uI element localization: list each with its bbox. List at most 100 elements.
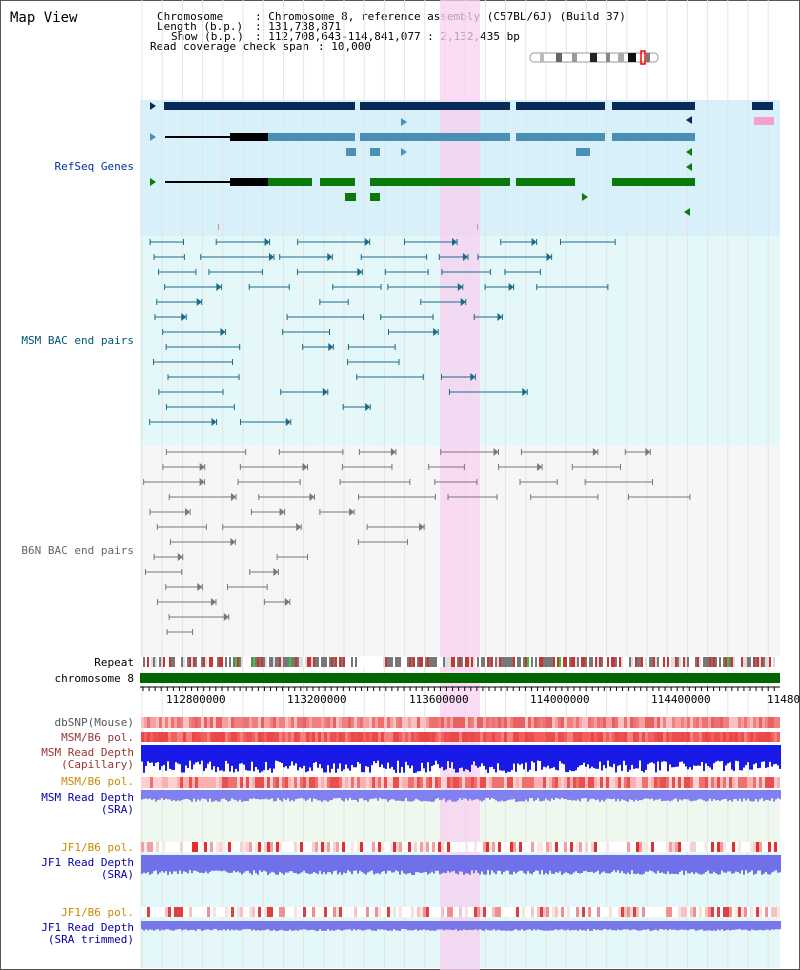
heat-cell: [654, 907, 657, 917]
depth-bar: [617, 921, 619, 930]
msm-bac-end-pair-features[interactable]: [149, 238, 616, 426]
heat-cell: [282, 842, 285, 852]
depth-bar: [253, 790, 255, 799]
gene-feature: [612, 102, 695, 110]
heat-cell: [357, 732, 360, 742]
depth-bar: [155, 921, 157, 930]
depth-bar: [637, 790, 639, 801]
depth-bar: [601, 855, 603, 873]
depth-bar: [509, 921, 511, 931]
repeat-segment: [501, 657, 503, 667]
depth-bar: [693, 855, 695, 875]
heat-cell: [174, 777, 177, 788]
heat-cell: [486, 777, 489, 788]
heat-cell: [225, 777, 228, 788]
heat-cell: [660, 907, 663, 917]
bac-end-arrow: [365, 403, 371, 411]
b6n-bac-end-pairs-label[interactable]: B6N BAC end pairs: [21, 544, 134, 557]
heat-cell: [702, 732, 705, 742]
repeat-segment: [205, 657, 207, 667]
depth-bar: [211, 921, 213, 931]
heat-cell: [456, 732, 459, 742]
heat-cell: [270, 842, 273, 852]
heat-cell: [270, 907, 273, 917]
b6n-bac-end-pair-features[interactable]: [143, 448, 691, 635]
depth-bar: [583, 745, 585, 763]
depth-bar: [663, 921, 665, 930]
gene-feature: [370, 148, 380, 156]
depth-bar: [487, 790, 489, 798]
repeat-segment: [401, 657, 403, 667]
depth-bar: [207, 790, 209, 802]
repeat-segment: [509, 657, 511, 667]
depth-bar: [399, 745, 401, 773]
repeat-segment: [553, 657, 555, 667]
depth-bar: [525, 921, 527, 931]
heat-cell: [672, 732, 675, 742]
heat-cell: [465, 717, 468, 728]
depth-bar: [439, 921, 441, 930]
repeat-segment: [545, 657, 547, 667]
heat-cell: [468, 732, 471, 742]
heat-cell: [276, 777, 279, 788]
heat-cell: [552, 732, 555, 742]
depth-bar: [605, 921, 607, 930]
depth-bar: [545, 921, 547, 931]
depth-bar: [645, 745, 647, 770]
depth-bar: [161, 855, 163, 872]
repeat-segment: [485, 657, 487, 667]
coverage-label: Read coverage check span: [150, 40, 309, 53]
heat-cell: [291, 777, 294, 788]
heat-cell: [699, 732, 702, 742]
heat-cell: [567, 777, 570, 788]
depth-bar: [749, 855, 751, 872]
depth-bar: [149, 790, 151, 799]
depth-bar: [451, 790, 453, 802]
depth-bar: [457, 855, 459, 875]
depth-bar: [161, 790, 163, 799]
ideogram-current-position: [640, 50, 646, 65]
depth-bar: [383, 745, 385, 768]
heat-cell: [513, 732, 516, 742]
depth-bar: [305, 790, 307, 801]
depth-bar: [655, 855, 657, 874]
heat-cell: [234, 907, 237, 917]
depth-bar: [243, 790, 245, 802]
depth-bar: [211, 855, 213, 871]
depth-bar: [307, 855, 309, 874]
heat-cell: [480, 732, 483, 742]
refseq-gene-features[interactable]: [150, 102, 774, 230]
heat-cell: [678, 717, 681, 728]
depth-bar: [469, 745, 471, 772]
depth-bar: [481, 855, 483, 872]
depth-bar: [667, 745, 669, 772]
repeat-segment: [599, 657, 601, 667]
depth-bar: [779, 855, 781, 873]
heat-cell: [321, 717, 324, 728]
chromosome-ideogram[interactable]: [529, 50, 659, 65]
depth-bar: [497, 921, 499, 930]
heat-cell: [195, 907, 198, 917]
depth-bar: [541, 745, 543, 770]
repeat-segment: [367, 657, 369, 667]
depth-bar: [145, 745, 147, 766]
depth-bar: [701, 921, 703, 930]
heat-cell: [441, 732, 444, 742]
repeat-segment: [215, 657, 217, 667]
heat-cell: [474, 907, 477, 917]
coverage-value: : 10,000: [318, 40, 371, 53]
msm-bac-end-pairs-label[interactable]: MSM BAC end pairs: [21, 334, 134, 347]
heat-cell: [507, 717, 510, 728]
depth-bar: [645, 790, 647, 799]
depth-bar: [385, 745, 387, 769]
depth-bar: [391, 745, 393, 767]
depth-bar: [409, 745, 411, 769]
heat-cell: [693, 717, 696, 728]
heat-cell: [627, 717, 630, 728]
refseq-genes-label[interactable]: RefSeq Genes: [54, 160, 134, 173]
heat-cell: [342, 842, 345, 852]
depth-bar: [515, 855, 517, 874]
depth-bar: [347, 790, 349, 801]
selected-region-highlight[interactable]: [440, 0, 480, 970]
heat-cell: [717, 732, 720, 742]
